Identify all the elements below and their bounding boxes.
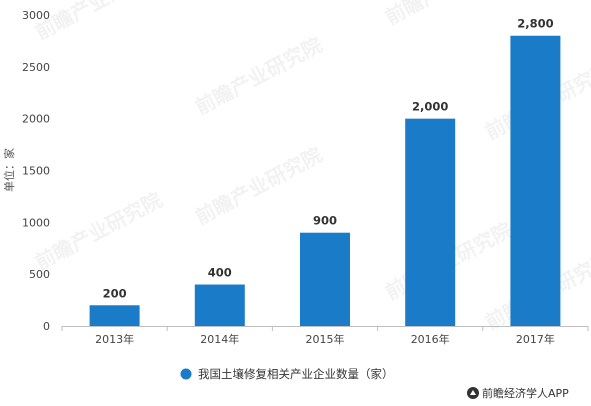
- y-axis-title: 单位：家: [2, 148, 16, 192]
- bar: [89, 305, 140, 326]
- legend-label: 我国土壤修复相关产业企业数量（家）: [198, 367, 394, 381]
- x-tick-label: 2016年: [411, 332, 450, 346]
- brand-logo-icon: [467, 387, 479, 399]
- bar: [194, 284, 245, 326]
- data-label: 400: [208, 266, 232, 280]
- watermark-text: 前瞻产业研究院: [31, 187, 166, 274]
- x-tick-label: 2013年: [95, 332, 134, 346]
- y-tick-label: 500: [29, 268, 50, 281]
- data-label: 2,000: [412, 100, 448, 114]
- y-tick-label: 3000: [22, 9, 50, 22]
- watermark-text: 前瞻产业研究院: [381, 0, 516, 29]
- y-axis: 0 500 1000 1500 2000 2500 3000: [22, 9, 50, 333]
- footer-brand: 前瞻经济学人APP: [467, 386, 569, 400]
- y-tick-label: 2500: [22, 61, 50, 74]
- watermark-text: 前瞻产业研究院: [191, 32, 326, 119]
- y-tick-label: 1500: [22, 165, 50, 178]
- data-label: 900: [313, 214, 337, 228]
- legend-marker: [180, 368, 192, 380]
- y-tick-label: 1000: [22, 216, 50, 229]
- bar: [510, 35, 561, 326]
- data-labels-group: 200 400 900 2,000 2,800: [103, 17, 554, 301]
- footer-brand-text: 前瞻经济学人APP: [482, 386, 569, 400]
- data-label: 2,800: [517, 17, 553, 31]
- x-tick-label: 2015年: [306, 332, 345, 346]
- bar: [300, 232, 350, 326]
- bars-group: [89, 35, 561, 327]
- y-tick-label: 0: [43, 320, 50, 333]
- x-tick-label: 2014年: [200, 332, 239, 346]
- bar: [405, 118, 456, 327]
- legend: 我国土壤修复相关产业企业数量（家）: [180, 367, 394, 381]
- x-axis: 2013年 2014年 2015年 2016年 2017年: [61, 326, 589, 346]
- y-tick-label: 2000: [22, 113, 50, 126]
- watermark-text: 前瞻产业研究院: [191, 142, 326, 229]
- data-label: 200: [103, 286, 127, 300]
- x-tick-label: 2017年: [516, 332, 555, 346]
- watermark-text: 前瞻产业研究院: [31, 0, 166, 44]
